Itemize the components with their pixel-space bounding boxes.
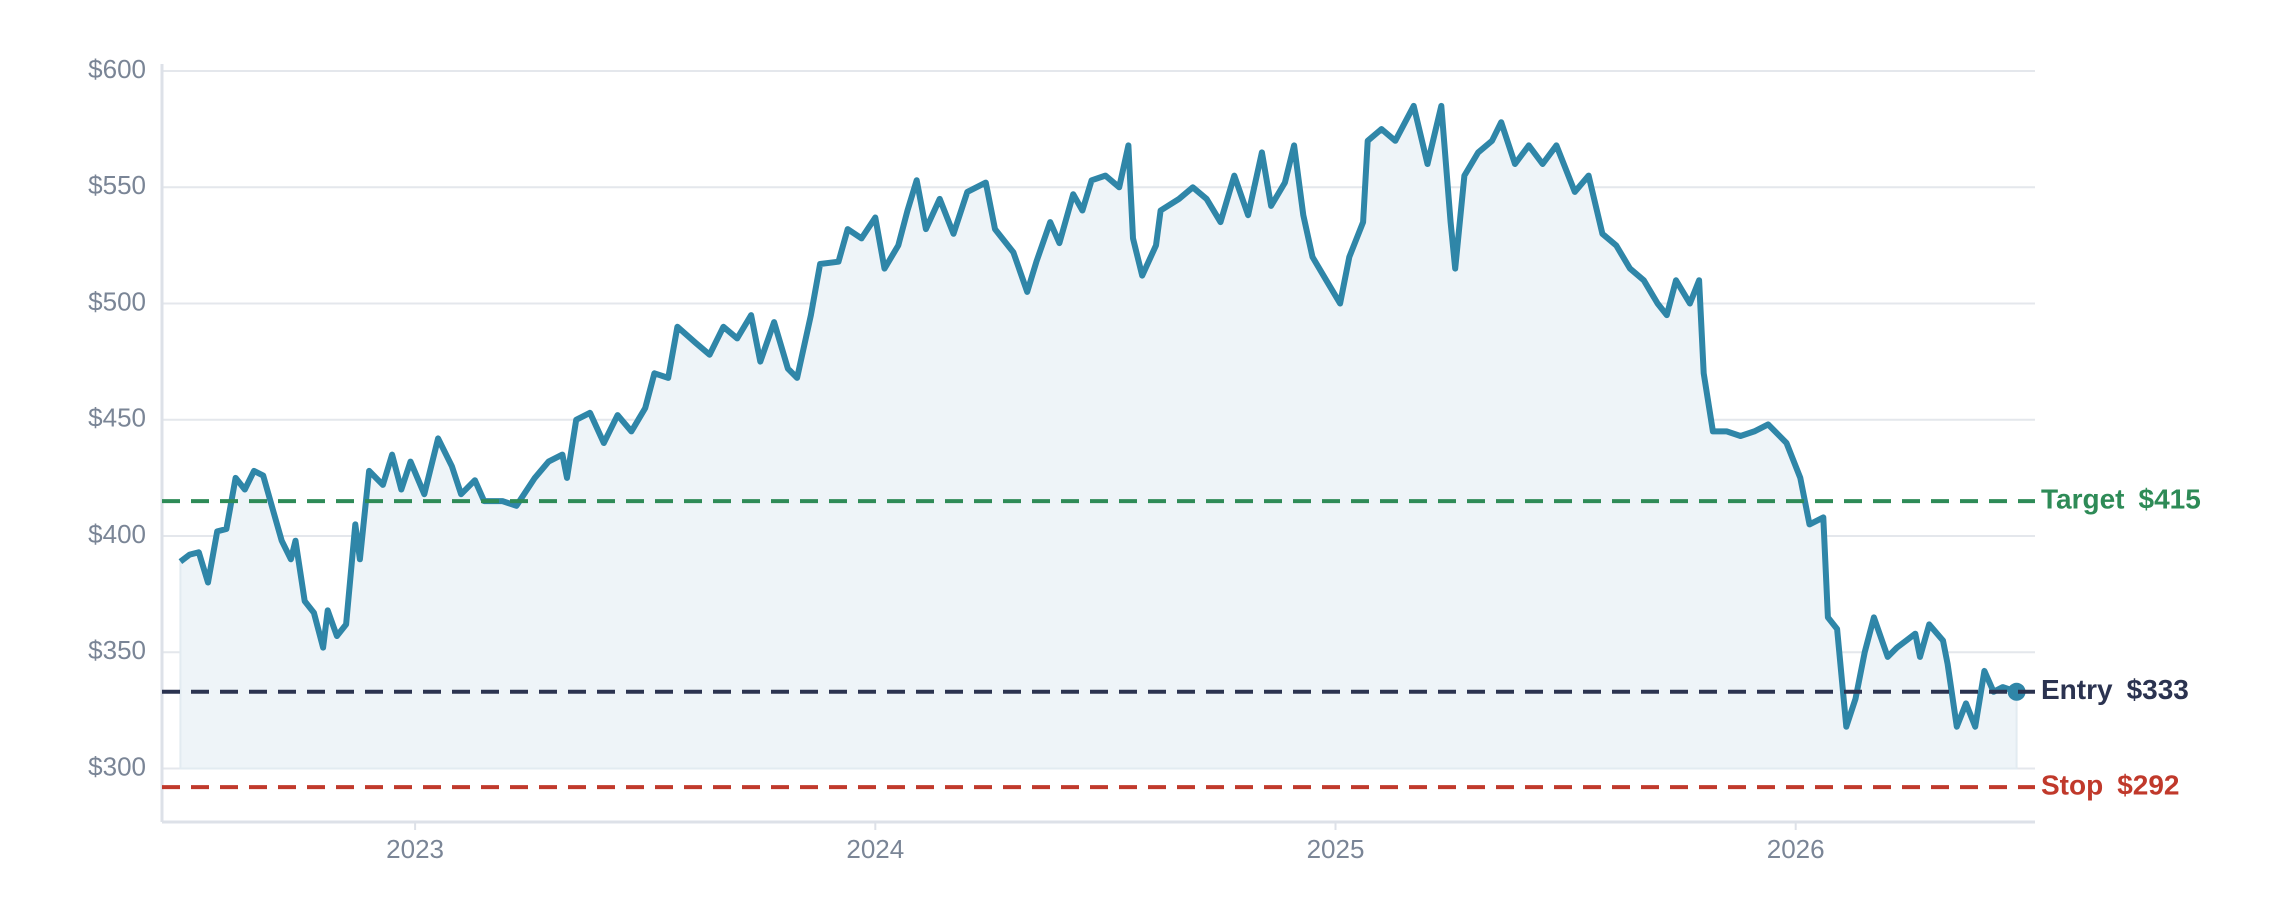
reference-name: Target	[2041, 484, 2125, 515]
y-tick-label: $600	[88, 54, 146, 84]
y-tick-label: $500	[88, 286, 146, 316]
y-tick-label: $550	[88, 170, 146, 200]
y-tick-label: $400	[88, 519, 146, 549]
reference-value: $292	[2117, 770, 2179, 801]
y-tick-label: $300	[88, 751, 146, 781]
x-tick-label: 2024	[846, 834, 904, 864]
reference-value: $415	[2139, 484, 2201, 515]
y-tick-label: $450	[88, 403, 146, 433]
reference-lines: Target $415 Entry $333 Stop $292	[162, 484, 2201, 801]
x-tick-label: 2023	[386, 834, 444, 864]
x-tick-label: 2026	[1767, 834, 1825, 864]
reference-name: Entry	[2041, 674, 2113, 705]
reference-value: $333	[2127, 674, 2189, 705]
last-point	[2007, 682, 2026, 701]
x-tick-label: 2025	[1307, 834, 1365, 864]
y-tick-label: $350	[88, 635, 146, 665]
plot	[178, 102, 2026, 770]
reference-name: Stop	[2041, 770, 2103, 801]
price-line	[178, 102, 2018, 730]
